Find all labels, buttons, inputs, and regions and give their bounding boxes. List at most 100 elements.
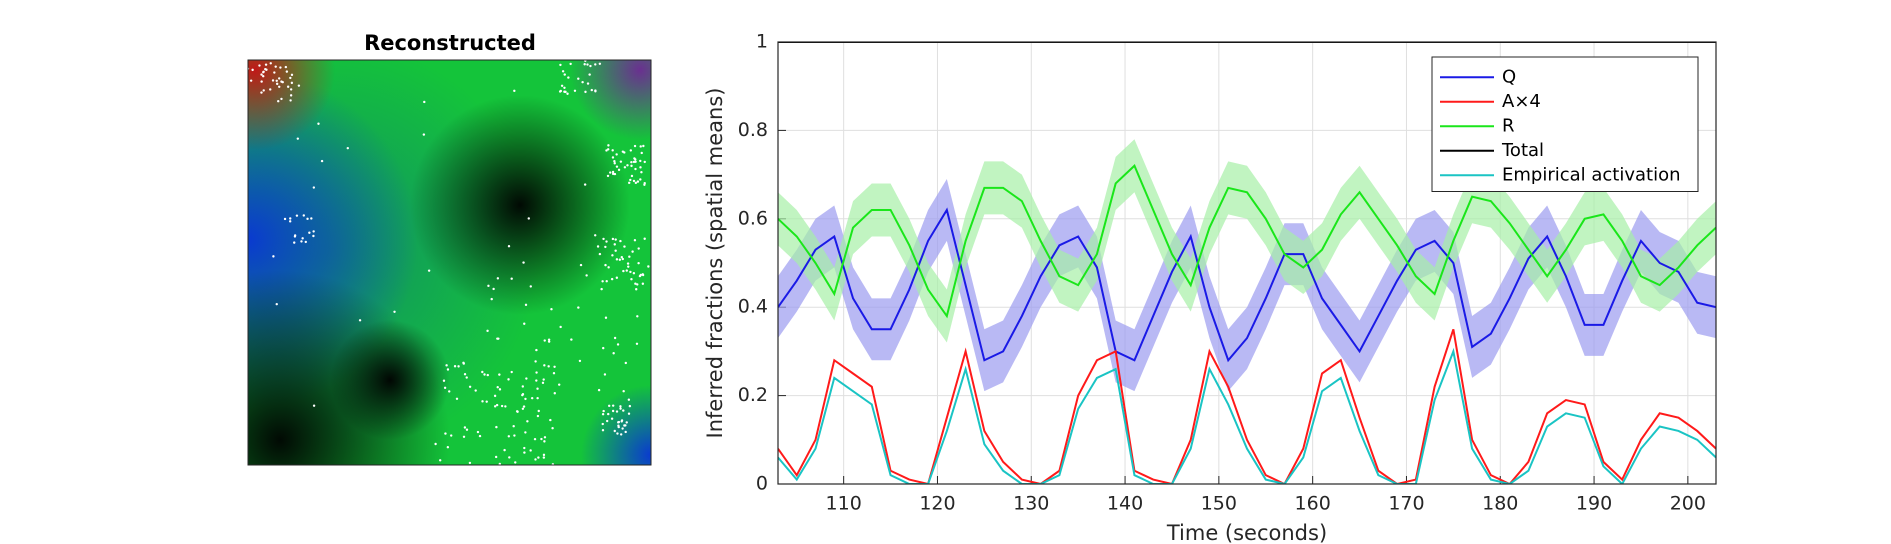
image-dot	[605, 419, 609, 423]
image-dot	[269, 88, 272, 91]
image-dot	[483, 373, 486, 376]
image-dot	[553, 365, 556, 368]
image-dot	[531, 474, 533, 476]
image-dot	[584, 90, 587, 94]
image-dot	[503, 448, 506, 452]
image-dot	[512, 475, 514, 477]
image-dot	[620, 255, 623, 259]
image-dot	[308, 231, 311, 234]
image-dot	[289, 99, 292, 102]
image-dot	[629, 178, 632, 182]
image-dot	[605, 149, 608, 152]
x-tick-label: 130	[1013, 493, 1049, 515]
image-dot	[579, 263, 583, 267]
image-dot	[602, 237, 605, 241]
image-dot	[569, 62, 572, 66]
series-line	[778, 328, 1716, 484]
image-dot	[543, 440, 546, 443]
image-dot	[543, 436, 547, 439]
image-dot	[521, 407, 525, 411]
image-dot	[606, 174, 610, 178]
image-dot	[619, 407, 622, 410]
image-dot	[643, 237, 646, 240]
image-dot	[534, 360, 537, 363]
image-dot	[623, 166, 627, 169]
image-dot	[573, 89, 577, 92]
image-dot	[453, 365, 457, 368]
image-dot	[635, 342, 639, 345]
image-dot	[638, 274, 642, 278]
x-tick-label: 150	[1201, 493, 1237, 515]
image-dot	[474, 389, 477, 392]
image-dot	[510, 370, 513, 374]
image-dot	[570, 338, 573, 341]
image-dot	[271, 79, 275, 82]
image-dot	[463, 426, 467, 429]
image-dot	[446, 368, 450, 371]
image-dot	[510, 277, 513, 280]
image-dot	[630, 160, 633, 164]
image-dot	[445, 364, 448, 367]
image-dot	[507, 244, 511, 248]
image-dot	[423, 100, 426, 104]
image-dot	[602, 409, 605, 413]
image-dot	[543, 364, 546, 367]
x-tick-label: 200	[1670, 493, 1706, 515]
image-dot	[613, 172, 617, 176]
image-dot	[613, 162, 616, 165]
image-dot	[358, 319, 362, 322]
image-dot	[462, 435, 466, 438]
image-dot	[454, 473, 456, 475]
image-dot	[619, 405, 622, 408]
image-dot	[273, 71, 276, 74]
image-dot	[616, 432, 619, 435]
legend-label: R	[1502, 115, 1515, 136]
image-dot	[526, 468, 528, 470]
image-dot	[498, 462, 502, 465]
image-dot	[624, 361, 628, 365]
image-dot	[300, 240, 303, 243]
y-tick-label: 1	[756, 31, 768, 53]
image-dot	[513, 89, 516, 93]
image-dot	[508, 456, 511, 459]
image-dot	[393, 310, 396, 313]
image-dot	[609, 171, 612, 174]
image-dot	[620, 419, 624, 422]
image-dot	[481, 370, 484, 374]
image-dot	[438, 459, 442, 462]
image-dot	[262, 89, 265, 92]
image-dot	[536, 387, 539, 390]
image-dot	[578, 359, 582, 363]
image-dot	[607, 144, 610, 147]
legend-label: A×4	[1502, 91, 1541, 112]
image-dot	[281, 80, 284, 84]
image-dot	[487, 284, 490, 288]
image-dot	[495, 425, 498, 429]
legend-box	[1431, 56, 1699, 192]
image-dot	[627, 265, 630, 268]
image-dot	[626, 164, 629, 167]
image-dot	[577, 306, 580, 309]
image-dot	[558, 383, 561, 386]
image-dot	[623, 245, 626, 248]
image-dot	[583, 183, 587, 186]
image-dot	[641, 273, 644, 276]
image-dot	[586, 82, 590, 85]
image-dot	[610, 277, 614, 281]
image-dot	[621, 150, 625, 153]
image-dot	[275, 302, 278, 306]
image-dot	[559, 89, 563, 93]
image-dot	[588, 73, 591, 76]
image-dot	[607, 404, 611, 408]
image-dot	[427, 269, 431, 272]
image-dot	[625, 421, 628, 424]
image-dot	[541, 381, 545, 385]
image-dot	[529, 449, 532, 452]
image-dot	[289, 88, 293, 91]
image-dot	[346, 146, 349, 150]
image-dot	[629, 270, 632, 274]
image-dot	[601, 429, 605, 432]
image-dot	[290, 81, 294, 85]
series-line	[778, 347, 1716, 484]
image-dot	[630, 278, 633, 281]
